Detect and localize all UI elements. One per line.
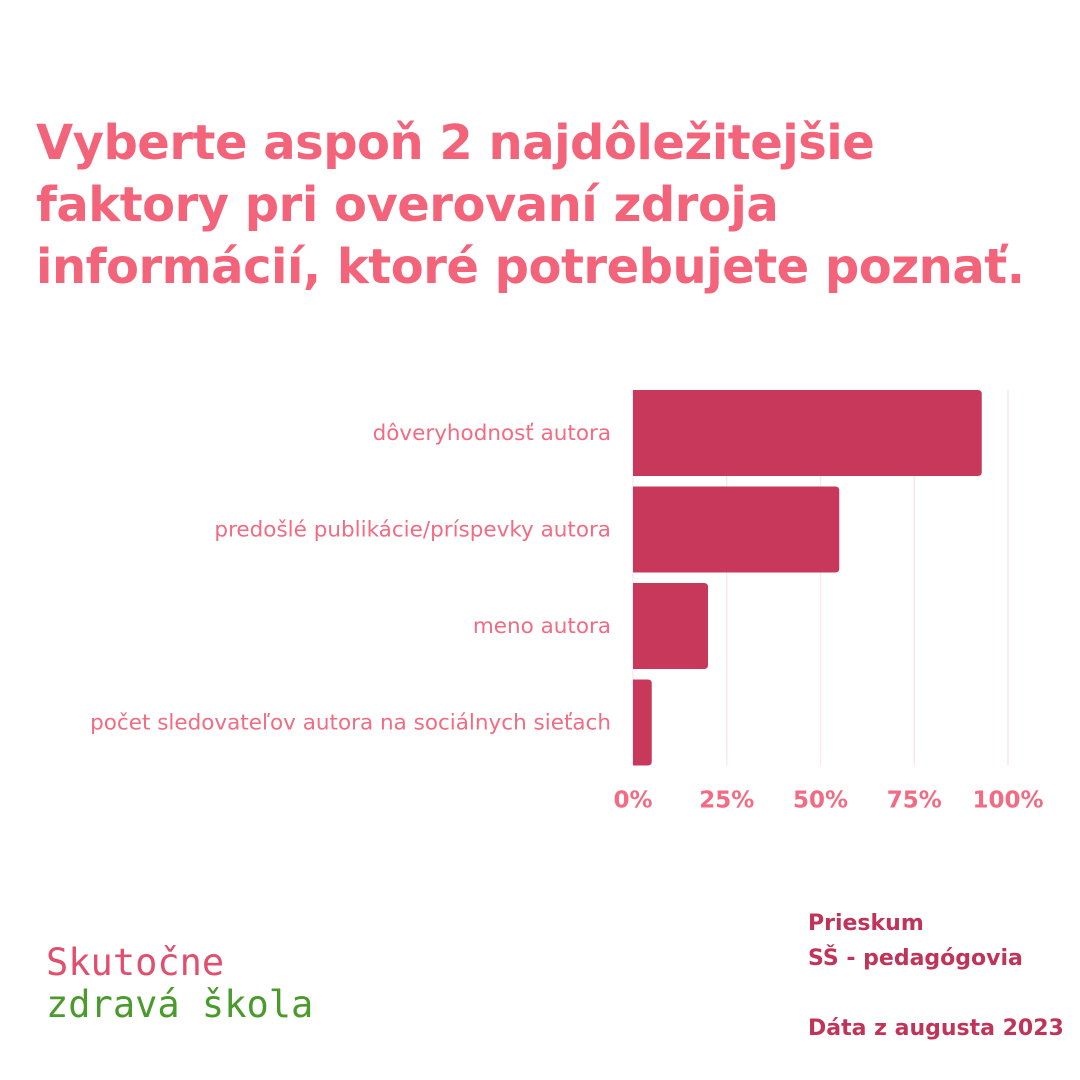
x-tick-label: 0% xyxy=(613,788,652,814)
logo-line-zdrava-skola: zdravá škola xyxy=(46,983,314,1026)
survey-spacer xyxy=(808,976,1064,1011)
bar xyxy=(633,679,652,766)
bar-chart: dôveryhodnosť autora predošlé publikácie/… xyxy=(90,390,1044,814)
chart-title: Vyberte aspoň 2 najdôležitejšie faktory … xyxy=(36,112,1056,298)
x-tick-label: 100% xyxy=(972,788,1043,814)
bar xyxy=(633,486,840,573)
category-label: dôveryhodnosť autora xyxy=(373,421,611,446)
logo: Skutočne zdravá škola xyxy=(46,942,313,1026)
x-tick-label: 75% xyxy=(887,788,942,814)
survey-info: Prieskum SŠ - pedagógovia Dáta z augusta… xyxy=(808,906,1064,1046)
x-tick-label: 50% xyxy=(793,788,848,814)
category-label: predošlé publikácie/príspevky autora xyxy=(214,518,611,543)
category-label: meno autora xyxy=(473,614,611,639)
title-line: Vyberte aspoň 2 najdôležitejšie xyxy=(36,115,875,171)
category-label: počet sledovateľov autora na sociálnych … xyxy=(90,711,611,736)
logo-line-skutocne: Skutočne xyxy=(46,941,225,984)
survey-label: Prieskum xyxy=(808,911,924,936)
title-line: faktory pri overovaní zdroja xyxy=(36,177,779,233)
survey-date: Dáta z augusta 2023 xyxy=(808,1016,1064,1041)
survey-audience: SŠ - pedagógovia xyxy=(808,946,1023,971)
title-line: informácií, ktoré potrebujete poznať. xyxy=(36,239,1025,295)
x-tick-label: 25% xyxy=(699,788,754,814)
bar xyxy=(633,390,982,476)
bar xyxy=(633,583,708,669)
